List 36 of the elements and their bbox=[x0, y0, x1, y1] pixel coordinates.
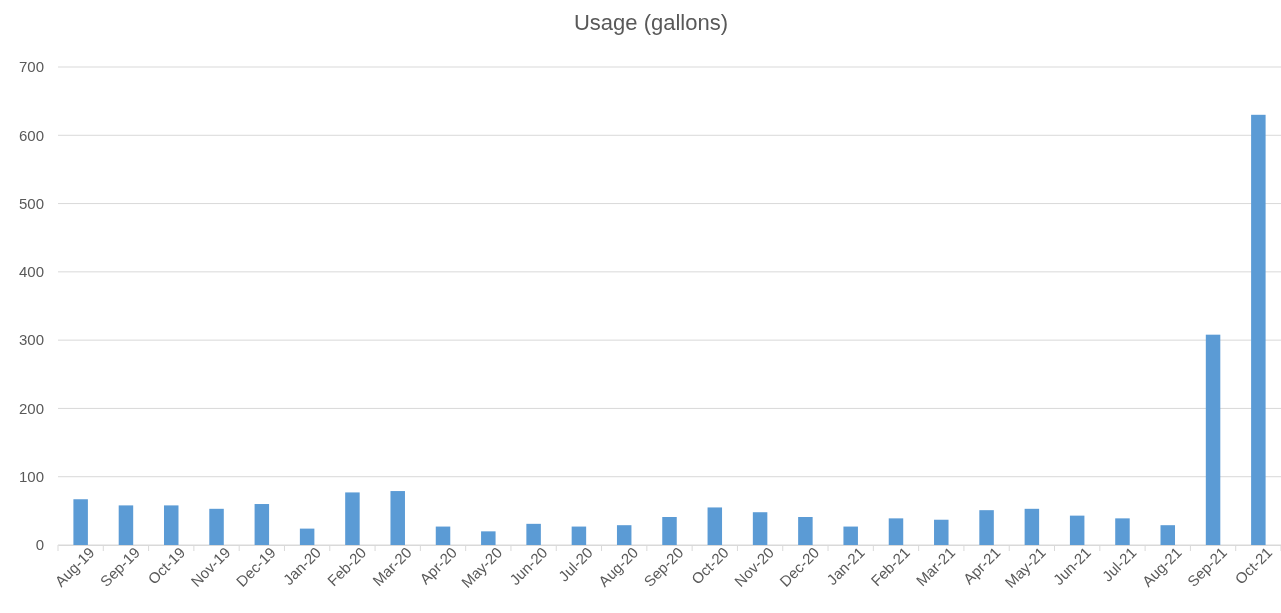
chart-title: Usage (gallons) bbox=[573, 10, 729, 35]
bar bbox=[1069, 515, 1085, 545]
y-tick-label: 0 bbox=[35, 536, 44, 554]
y-tick-label: 500 bbox=[18, 194, 44, 212]
bar bbox=[254, 504, 270, 545]
bar bbox=[1115, 518, 1130, 545]
bar bbox=[662, 517, 677, 545]
bar bbox=[163, 505, 179, 545]
bar bbox=[73, 499, 88, 545]
y-tick-label: 700 bbox=[18, 58, 44, 76]
y-tick-label: 300 bbox=[18, 331, 44, 349]
bar bbox=[616, 525, 632, 545]
y-tick-label: 200 bbox=[18, 399, 44, 417]
y-tick-label: 400 bbox=[18, 263, 44, 281]
bar bbox=[1205, 334, 1221, 545]
bar bbox=[1024, 508, 1040, 545]
y-tick-label: 100 bbox=[18, 468, 44, 486]
bar bbox=[345, 492, 360, 545]
bar bbox=[1160, 525, 1175, 545]
bar bbox=[435, 526, 451, 545]
bar bbox=[707, 507, 723, 545]
bar bbox=[1251, 114, 1266, 545]
bar bbox=[979, 510, 994, 545]
bar bbox=[299, 528, 315, 545]
bar bbox=[571, 526, 587, 545]
bar bbox=[481, 531, 496, 545]
bar bbox=[390, 491, 405, 545]
bar bbox=[843, 526, 858, 545]
bar bbox=[209, 508, 224, 545]
bar bbox=[798, 517, 813, 545]
bar bbox=[888, 518, 904, 545]
bar bbox=[934, 519, 949, 545]
bar bbox=[752, 512, 768, 545]
y-tick-label: 600 bbox=[18, 126, 44, 144]
bar bbox=[526, 523, 541, 545]
bar bbox=[118, 505, 134, 545]
